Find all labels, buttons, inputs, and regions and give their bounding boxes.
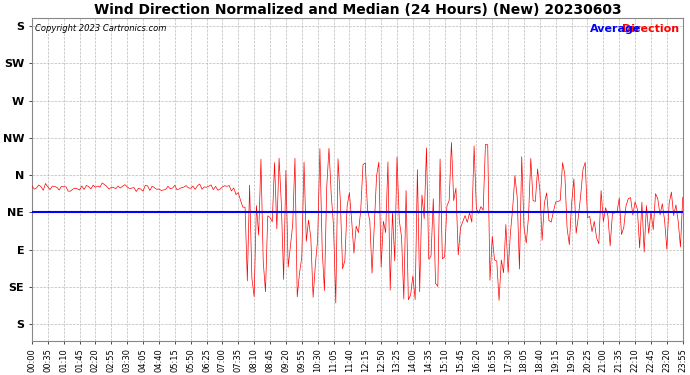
- Text: Copyright 2023 Cartronics.com: Copyright 2023 Cartronics.com: [35, 24, 166, 33]
- Text: Average: Average: [591, 24, 642, 34]
- Text: Direction: Direction: [622, 24, 680, 34]
- Title: Wind Direction Normalized and Median (24 Hours) (New) 20230603: Wind Direction Normalized and Median (24…: [94, 3, 621, 17]
